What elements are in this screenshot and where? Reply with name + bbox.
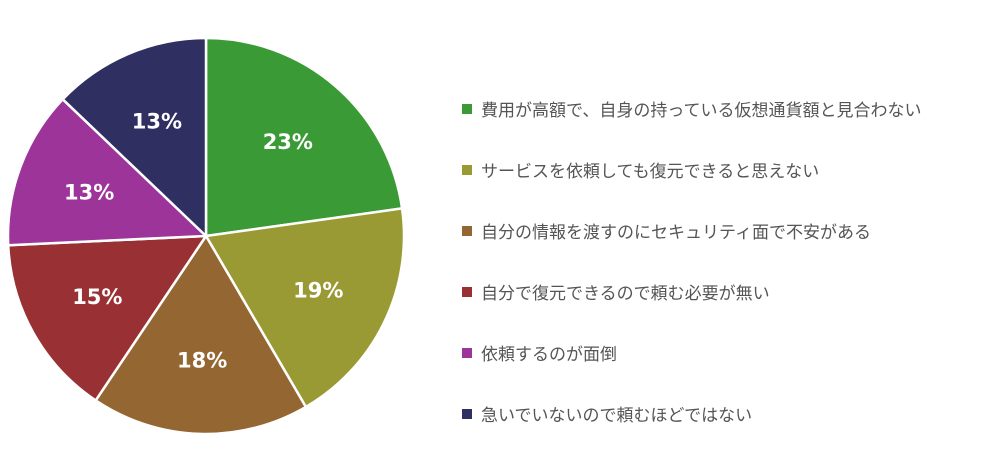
slice-value-label-6: 13% [132, 109, 182, 133]
legend-swatch-icon [462, 347, 472, 358]
slice-value-label-1: 23% [263, 130, 313, 154]
legend-item-6: 急いでいないので頼むほどではない [462, 383, 921, 444]
legend-item-1: 費用が高額で、自身の持っている仮想通貨額と見合わない [462, 78, 921, 139]
legend-swatch-icon [462, 225, 472, 236]
legend-item-5: 依頼するのが面倒 [462, 322, 921, 383]
legend: 費用が高額で、自身の持っている仮想通貨額と見合わない サービスを依頼しても復元でき… [462, 78, 921, 444]
pie-slice-4 [6, 234, 208, 402]
legend-item-2: サービスを依頼しても復元できると思えない [462, 139, 921, 200]
pie-slice-6 [61, 36, 208, 238]
legend-label: サービスを依頼しても復元できると思えない [481, 162, 820, 182]
slice-value-label-3: 18% [177, 349, 227, 373]
slice-value-label-2: 19% [293, 278, 343, 302]
pie-slice-5 [6, 98, 208, 247]
pie-slice-1 [204, 36, 404, 238]
pie-chart: 23% 19% 18% 15% 13% 13% [6, 36, 406, 436]
slice-value-label-4: 15% [72, 285, 122, 309]
legend-label: 依頼するのが面倒 [481, 345, 617, 365]
legend-label: 費用が高額で、自身の持っている仮想通貨額と見合わない [481, 101, 922, 121]
legend-swatch-icon [462, 164, 472, 175]
legend-item-3: 自分の情報を渡すのにセキュリティ面で不安がある [462, 200, 921, 261]
pie-slice-3 [94, 234, 308, 436]
legend-swatch-icon [462, 408, 472, 419]
slice-value-label-5: 13% [64, 180, 114, 204]
pie-slice-2 [204, 207, 406, 409]
legend-label: 急いでいないので頼むほどではない [481, 406, 753, 426]
legend-label: 自分の情報を渡すのにセキュリティ面で不安がある [481, 223, 871, 243]
legend-label: 自分で復元できるので頼む必要が無い [481, 284, 770, 304]
legend-swatch-icon [462, 103, 472, 114]
legend-item-4: 自分で復元できるので頼む必要が無い [462, 261, 921, 322]
legend-swatch-icon [462, 286, 472, 297]
